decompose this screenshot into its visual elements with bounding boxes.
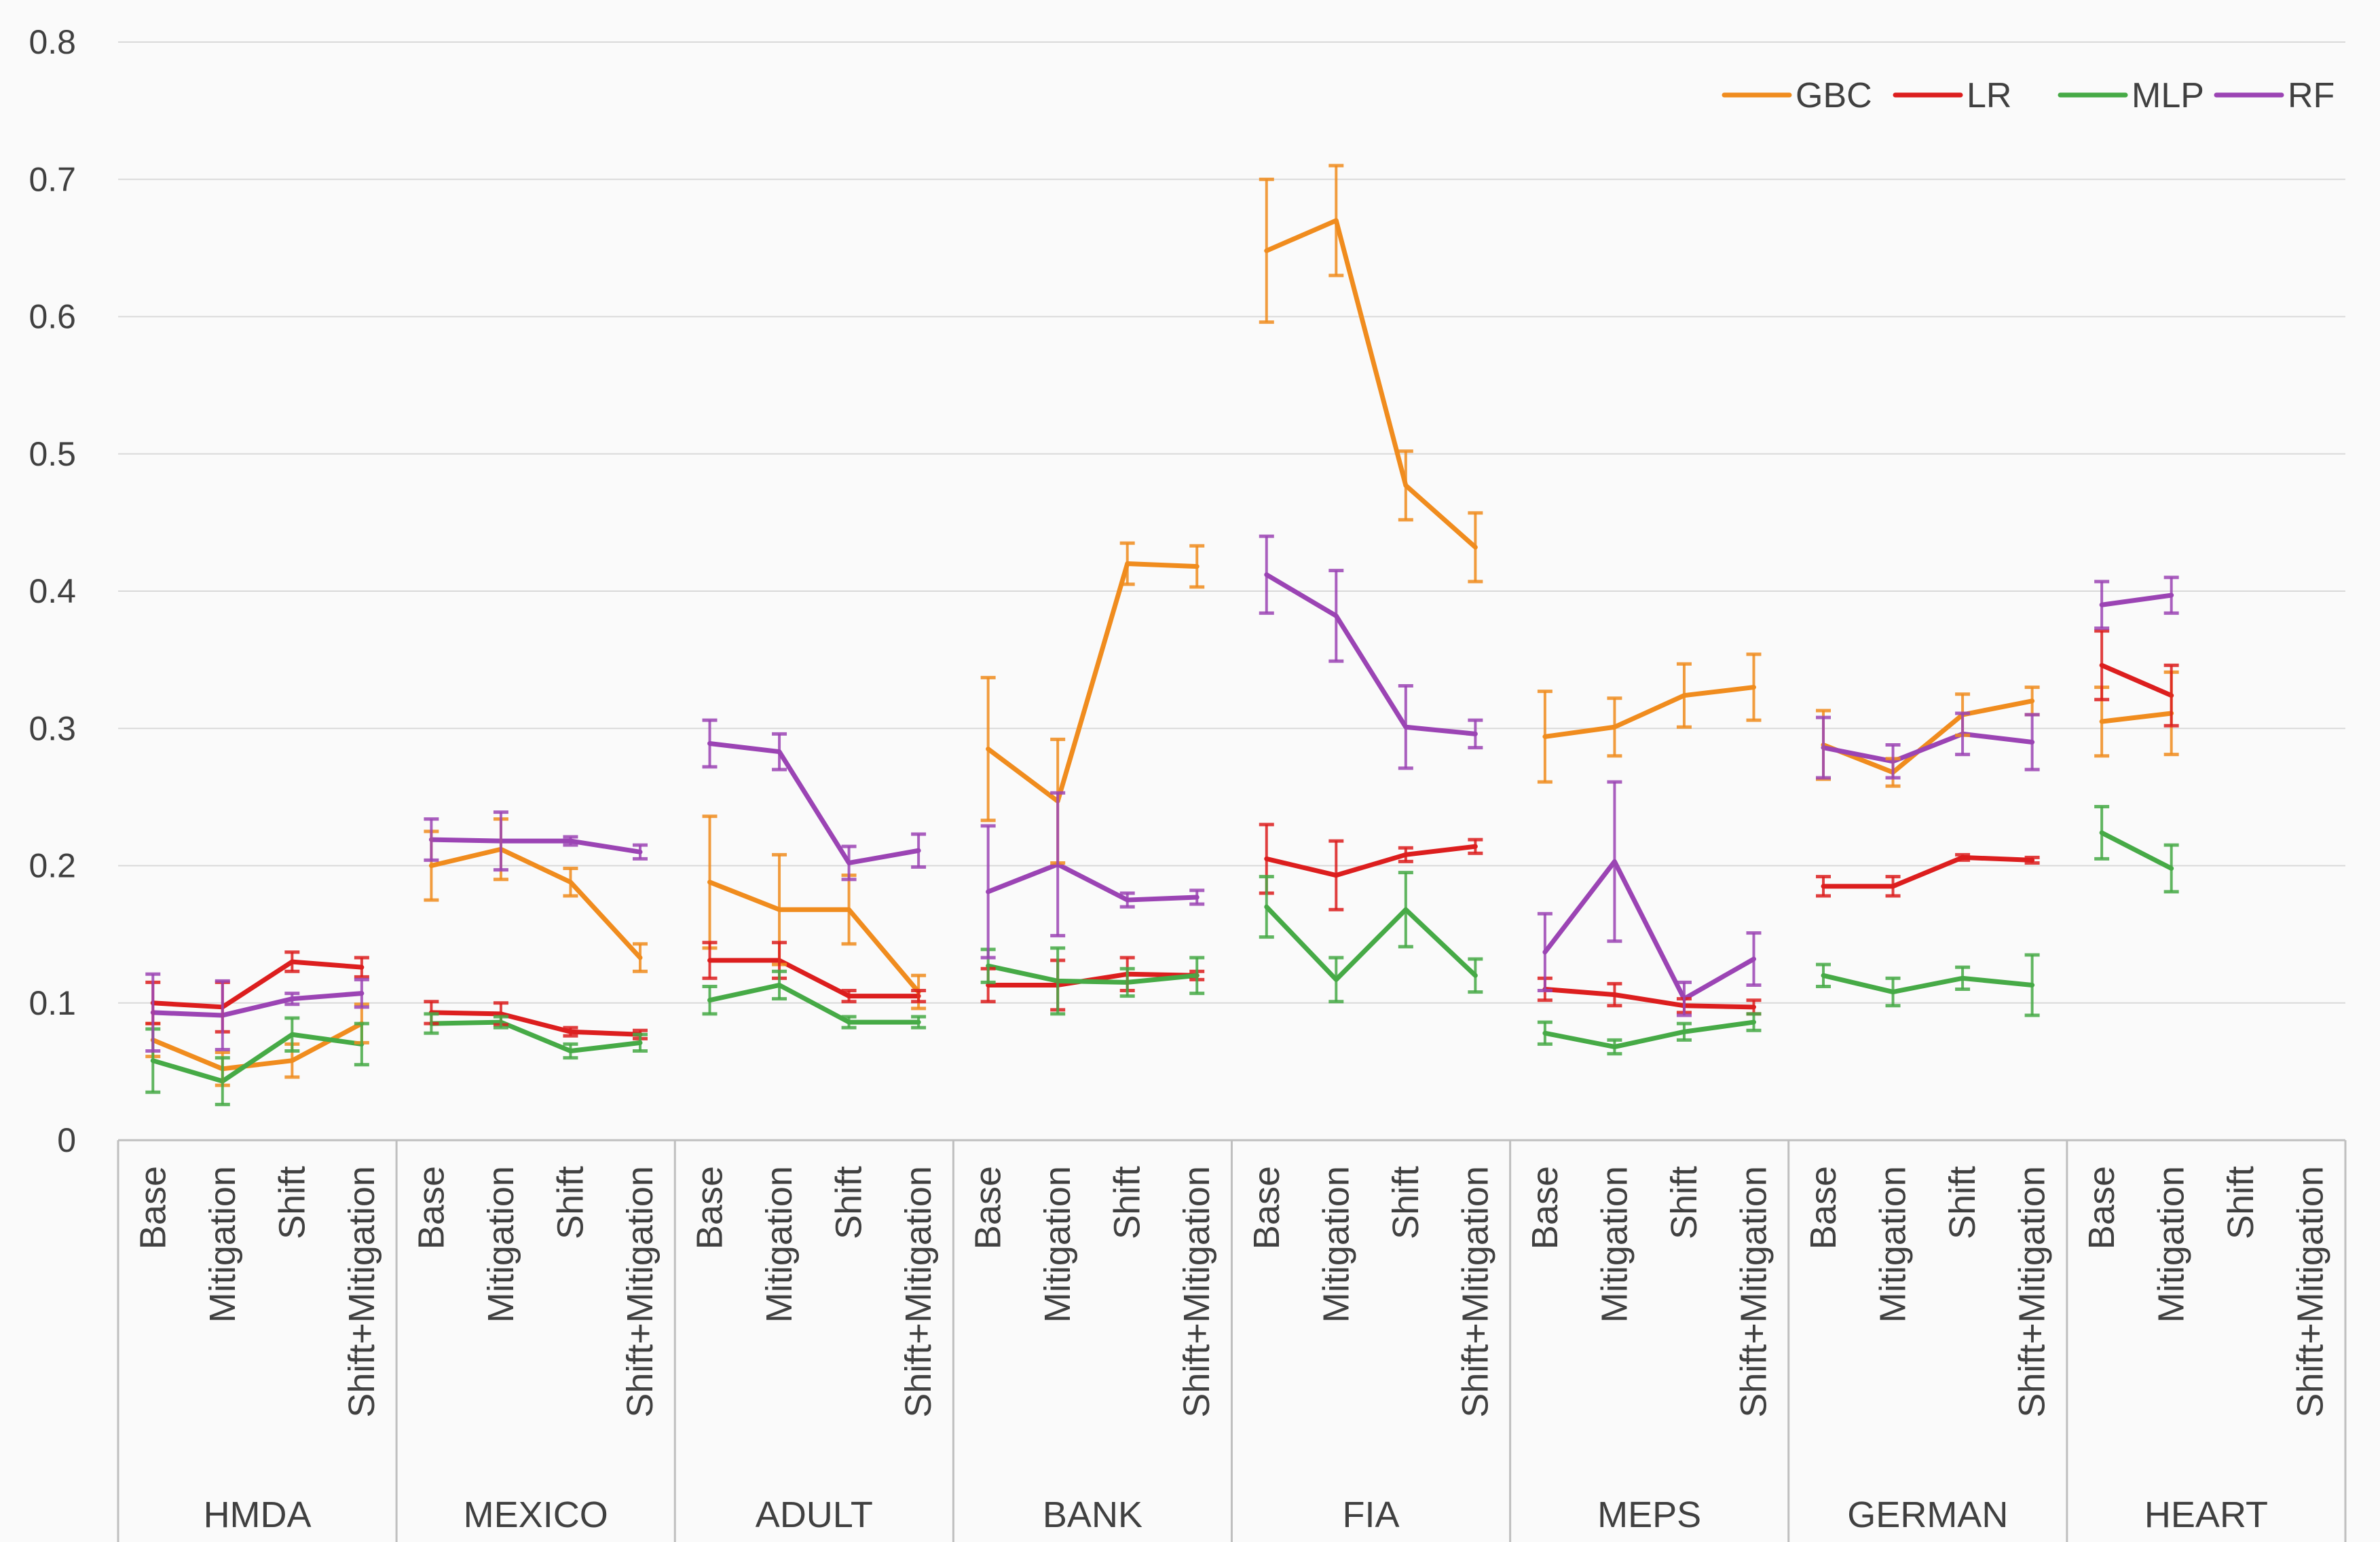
x-category-label: Shift [272, 1166, 312, 1239]
x-group-label: ADULT [756, 1494, 873, 1535]
series-line-gbc [1264, 218, 1478, 550]
series-line-gbc [1821, 698, 2035, 775]
series-line-gbc [986, 561, 1200, 804]
x-group-label: GERMAN [1847, 1494, 2008, 1535]
x-category-label: Shift+Mitigation [1733, 1166, 1774, 1418]
series-line-gbc [707, 880, 921, 995]
x-category-label: Shift+Mitigation [1176, 1166, 1217, 1418]
series-line-mlp [1542, 1019, 1756, 1049]
x-category-label: Shift [1664, 1166, 1705, 1239]
y-tick-label: 0.1 [29, 984, 76, 1022]
y-tick-label: 0.4 [29, 572, 76, 610]
x-category-label: Mitigation [759, 1166, 800, 1323]
x-category-label: Shift [550, 1166, 591, 1239]
x-category-label: Base [1246, 1166, 1287, 1249]
series-line-mlp [150, 1032, 365, 1084]
series-line-rf [1542, 859, 1756, 1002]
y-tick-label: 0 [57, 1121, 76, 1159]
series-line-rf [1821, 731, 2035, 764]
x-category-label: Base [411, 1166, 451, 1249]
y-tick-label: 0.3 [29, 709, 76, 747]
series-line-lr [2099, 662, 2174, 698]
series-line-rf [707, 740, 921, 865]
x-group-label: FIA [1343, 1494, 1400, 1535]
x-category-label: Shift+Mitigation [2290, 1166, 2331, 1418]
x-category-label: Base [690, 1166, 730, 1249]
y-tick-label: 0.6 [29, 298, 76, 336]
x-category-label: Shift [2220, 1166, 2261, 1239]
series-line-lr [428, 1010, 643, 1037]
series-line-gbc [1542, 685, 1756, 739]
series-line-rf [2099, 593, 2174, 607]
x-category-label: Shift+Mitigation [898, 1166, 939, 1418]
x-category-label: Mitigation [202, 1166, 243, 1323]
series-line-gbc [150, 1021, 365, 1072]
series-line-rf [150, 991, 365, 1018]
x-category-label: Base [1525, 1166, 1565, 1249]
x-group-label: MEPS [1597, 1494, 1701, 1535]
x-category-label: Mitigation [1873, 1166, 1914, 1323]
series-line-gbc [428, 846, 643, 960]
series-line-lr [707, 958, 921, 999]
x-category-label: Mitigation [1316, 1166, 1356, 1323]
x-category-label: Shift+Mitigation [620, 1166, 661, 1418]
y-tick-label: 0.7 [29, 160, 76, 198]
series-line-lr [1264, 844, 1478, 878]
series-line-mlp [2099, 830, 2174, 871]
x-group-label: HMDA [204, 1494, 312, 1535]
series-line-mlp [1264, 904, 1478, 982]
legend-label-rf: RF [2288, 76, 2335, 115]
x-group-label: BANK [1043, 1494, 1142, 1535]
series-line-gbc [2099, 711, 2174, 724]
y-tick-label: 0.8 [29, 23, 76, 61]
series-line-rf [986, 861, 1200, 903]
legend-label-mlp: MLP [2132, 76, 2204, 115]
series-line-mlp [428, 1019, 643, 1054]
x-category-label: Shift [1107, 1166, 1148, 1239]
x-category-label: Mitigation [1594, 1166, 1635, 1323]
series-line-mlp [986, 963, 1200, 985]
x-category-label: Shift [1942, 1166, 1983, 1239]
x-category-label: Mitigation [1037, 1166, 1078, 1323]
x-category-label: Base [968, 1166, 1009, 1249]
series-line-lr [1821, 854, 2035, 889]
x-category-label: Shift+Mitigation [1455, 1166, 1495, 1418]
x-category-label: Base [132, 1166, 173, 1249]
series-line-rf [1264, 572, 1478, 736]
series-line-mlp [1821, 973, 2035, 995]
x-category-label: Mitigation [2151, 1166, 2192, 1323]
x-category-label: Base [2081, 1166, 2122, 1249]
x-category-label: Shift [829, 1166, 870, 1239]
y-tick-label: 0.2 [29, 847, 76, 885]
y-tick-label: 0.5 [29, 435, 76, 473]
series-line-rf [428, 837, 643, 854]
series-line-mlp [707, 982, 921, 1025]
legend-label-lr: LR [1967, 76, 2011, 115]
x-category-label: Mitigation [481, 1166, 521, 1323]
x-category-label: Base [1803, 1166, 1844, 1249]
x-category-label: Shift [1386, 1166, 1426, 1239]
x-category-label: Shift+Mitigation [2012, 1166, 2053, 1418]
series-line-lr [150, 959, 365, 1010]
x-group-label: MEXICO [464, 1494, 608, 1535]
x-group-label: HEART [2144, 1494, 2268, 1535]
series-line-lr [1542, 987, 1756, 1010]
x-category-label: Shift+Mitigation [341, 1166, 382, 1418]
legend-label-gbc: GBC [1796, 76, 1872, 115]
